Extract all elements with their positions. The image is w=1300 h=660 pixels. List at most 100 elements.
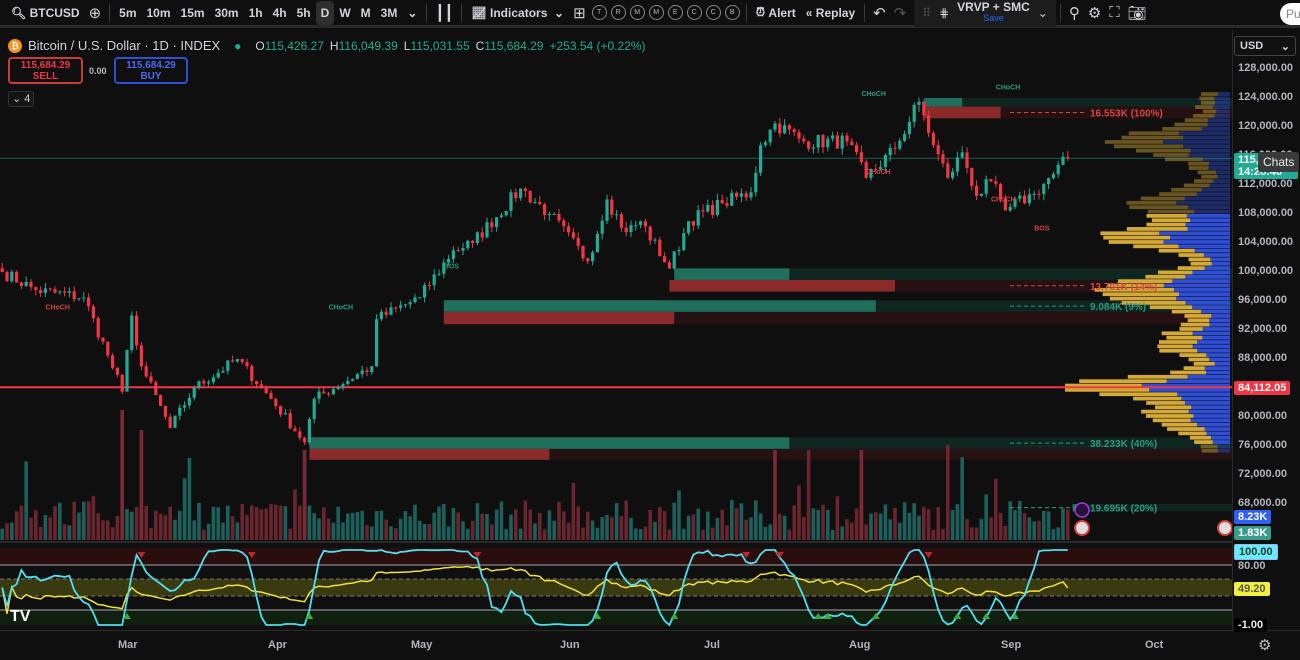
candle bbox=[135, 311, 139, 350]
publish-button[interactable]: Pu bbox=[1280, 3, 1300, 25]
candle bbox=[826, 135, 830, 152]
quick-circle-button[interactable]: M bbox=[629, 5, 645, 20]
quick-circle-button[interactable]: C bbox=[686, 5, 702, 20]
interval-10m[interactable]: 10m bbox=[146, 5, 171, 20]
candle bbox=[984, 175, 988, 198]
candle bbox=[48, 287, 52, 292]
candle bbox=[0, 262, 4, 273]
sell-signal-icon bbox=[742, 552, 751, 558]
candles-icon[interactable]: ┃┃ bbox=[435, 4, 454, 22]
candle bbox=[624, 221, 628, 237]
candle bbox=[859, 145, 863, 165]
currency-select[interactable]: USD ⌄ bbox=[1234, 36, 1296, 56]
osc-cyan-tag: 100.00 bbox=[1234, 544, 1278, 560]
interval-M[interactable]: M bbox=[360, 5, 371, 20]
vp-down-bar bbox=[1213, 179, 1230, 183]
quick-circle-button[interactable]: T bbox=[591, 5, 607, 20]
interval-3M[interactable]: 3M bbox=[380, 5, 398, 20]
interval-D[interactable]: D bbox=[315, 0, 335, 25]
vp-up-bar bbox=[1184, 118, 1208, 123]
vp-up-bar bbox=[1202, 109, 1217, 114]
candle bbox=[845, 132, 849, 147]
candle bbox=[658, 236, 662, 257]
replay-button[interactable]: « Replay bbox=[801, 1, 860, 25]
interval-W[interactable]: W bbox=[339, 5, 351, 20]
camera-icon[interactable]: 📷︎ bbox=[1127, 4, 1147, 22]
buy-signal-icon bbox=[305, 613, 314, 619]
candle-body bbox=[859, 152, 863, 162]
candle bbox=[802, 135, 806, 144]
layout-selector[interactable]: ⠿ ⋕ VRVP + SMC Save ⌄ bbox=[914, 0, 1056, 27]
interval-dropdown[interactable]: ⌄ bbox=[407, 5, 418, 20]
candle bbox=[187, 393, 191, 409]
candle-body bbox=[307, 418, 311, 443]
candle bbox=[663, 252, 667, 263]
interval-4h[interactable]: 4h bbox=[272, 5, 287, 20]
gear-icon[interactable]: ⚙ bbox=[1087, 4, 1102, 22]
candle bbox=[106, 341, 110, 359]
candle bbox=[696, 204, 700, 229]
interval-30m[interactable]: 30m bbox=[214, 5, 239, 20]
indicators-button[interactable]: 📈︎ Indicators ⌄ bbox=[471, 5, 565, 20]
add-symbol-icon[interactable]: ⊕ bbox=[88, 4, 102, 22]
search-icon: 🔍︎ bbox=[11, 5, 27, 20]
vp-up-bar bbox=[1162, 127, 1202, 131]
quick-search-icon[interactable]: ⚲ bbox=[1068, 4, 1080, 22]
candle-body bbox=[418, 297, 422, 299]
candle-body bbox=[672, 251, 676, 269]
candle-body bbox=[485, 222, 489, 238]
volume-bar bbox=[931, 529, 936, 540]
candle-body bbox=[754, 172, 758, 193]
settings-gear-icon[interactable]: ⚙ bbox=[1258, 637, 1272, 654]
volume-bar bbox=[1042, 510, 1046, 540]
sell-signal-icon bbox=[924, 552, 933, 558]
volume-bar bbox=[768, 524, 772, 540]
sell-button[interactable]: 115,684.29 SELL bbox=[8, 57, 83, 84]
candle-body bbox=[917, 101, 921, 105]
candle bbox=[96, 316, 100, 341]
undo-icon[interactable]: ↶ bbox=[873, 4, 886, 22]
chats-button[interactable]: Chats bbox=[1258, 152, 1300, 172]
volume-bar bbox=[552, 520, 556, 540]
candle-body bbox=[922, 101, 926, 116]
quick-circle-button[interactable]: C bbox=[705, 5, 721, 20]
candle bbox=[456, 246, 460, 252]
candle-body bbox=[509, 192, 513, 211]
redo-icon[interactable]: ↷ bbox=[893, 4, 907, 22]
vp-down-bar bbox=[1209, 318, 1230, 323]
volume-down-tag: 1.83K bbox=[1234, 526, 1272, 540]
quick-circle-button[interactable]: M bbox=[648, 5, 664, 20]
interval-5m[interactable]: 5m bbox=[119, 5, 137, 20]
candle bbox=[879, 160, 883, 171]
alert-button[interactable]: ⏰︎ Alert bbox=[751, 1, 801, 25]
interval-15m[interactable]: 15m bbox=[180, 5, 205, 20]
candle-body bbox=[163, 405, 167, 417]
candle bbox=[831, 131, 835, 142]
candle-body bbox=[581, 245, 585, 259]
lightning-event-icon bbox=[1074, 502, 1090, 518]
symbol-search[interactable]: 🔍︎ BTCUSD bbox=[6, 1, 85, 25]
zone-extension bbox=[923, 98, 1232, 107]
vp-down-bar bbox=[1204, 427, 1230, 431]
buy-signal-icon bbox=[1011, 613, 1019, 619]
interval-5h[interactable]: 5h bbox=[296, 5, 311, 20]
vp-down-bar bbox=[1204, 266, 1230, 270]
fullscreen-icon[interactable]: ⛶ bbox=[1109, 4, 1120, 21]
candle bbox=[490, 218, 494, 233]
indicators-collapse-button[interactable]: ⌄ 4 bbox=[8, 91, 34, 107]
candle bbox=[130, 311, 134, 353]
quick-circle-button[interactable]: E bbox=[667, 5, 683, 20]
chevron-down-icon: ⌄ bbox=[1280, 41, 1290, 53]
candle-body bbox=[63, 291, 67, 293]
quick-circle-button[interactable]: R bbox=[610, 5, 626, 20]
layout-name: VRVP + SMC bbox=[957, 0, 1030, 14]
layout-save[interactable]: Save bbox=[983, 12, 1004, 23]
buy-button[interactable]: 115,684.29 BUY bbox=[114, 57, 188, 84]
candle bbox=[101, 337, 105, 345]
layouts-icon[interactable]: ⊞ bbox=[573, 4, 586, 22]
interval-1h[interactable]: 1h bbox=[248, 5, 263, 20]
quick-circle-button[interactable]: B bbox=[724, 5, 740, 20]
candle-body bbox=[322, 391, 326, 394]
vp-up-bar bbox=[1190, 261, 1212, 266]
